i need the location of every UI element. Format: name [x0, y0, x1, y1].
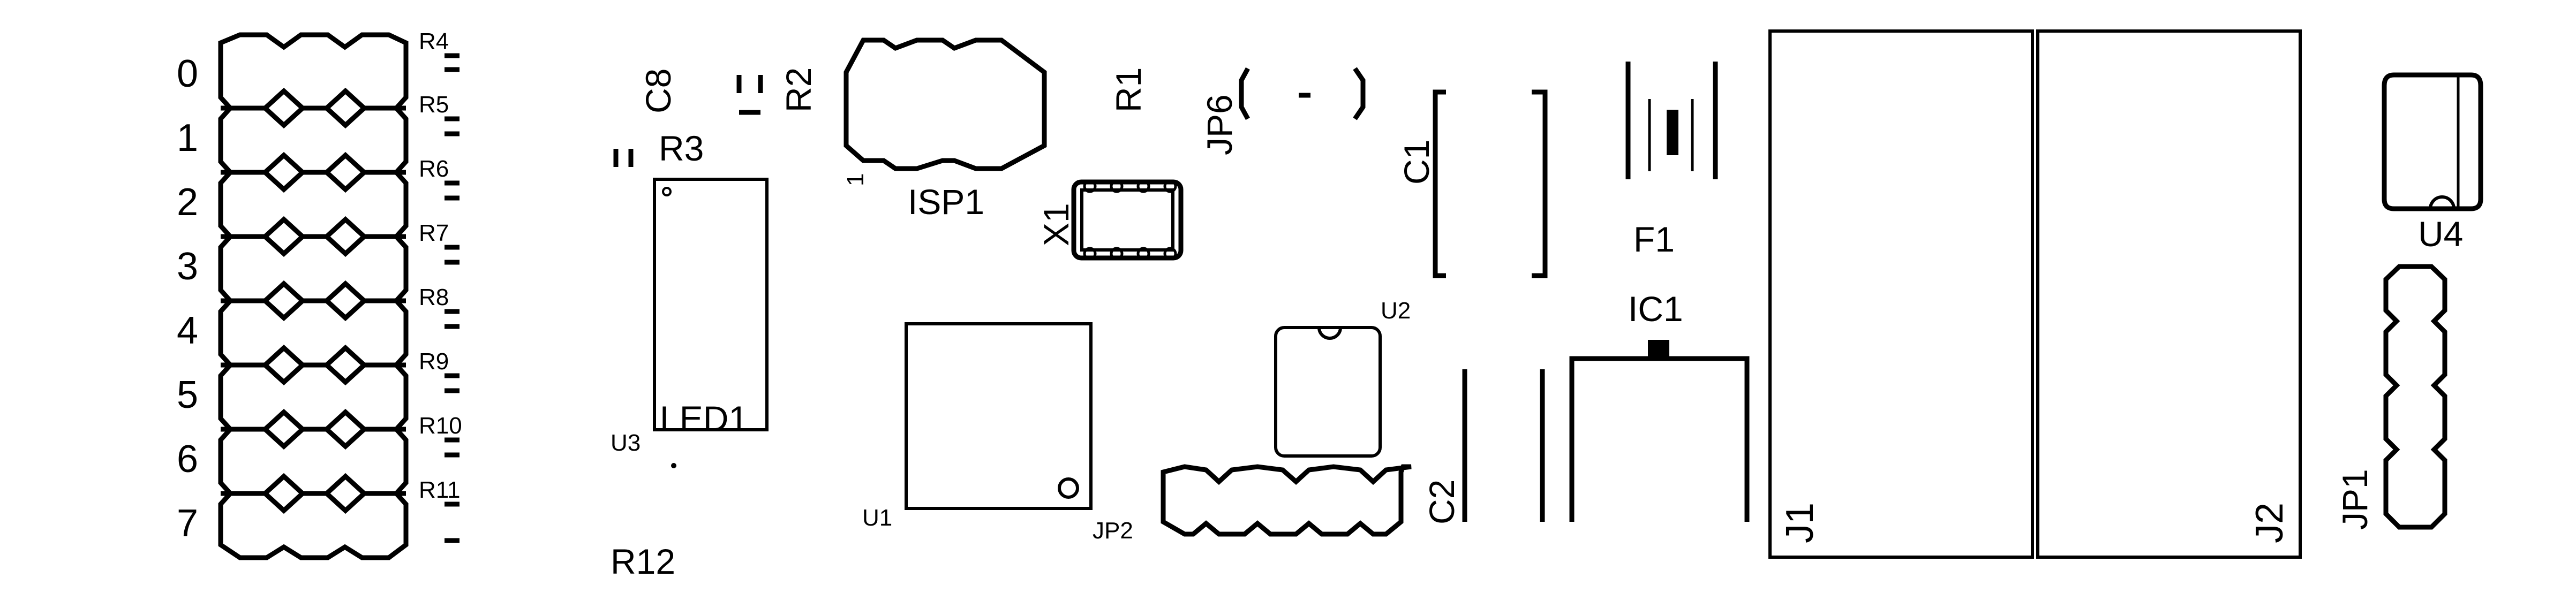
row-number: 6: [177, 438, 198, 481]
label-r9: R9: [419, 348, 449, 375]
label-isp1-pin1: 1: [842, 173, 869, 186]
row-number: 3: [177, 245, 198, 288]
crystal-x1: X1: [1036, 179, 1184, 261]
label-r5: R5: [419, 92, 449, 118]
label-r3: R3: [659, 128, 704, 168]
label-r6: R6: [419, 156, 449, 182]
chip-u2: U2: [1274, 298, 1411, 458]
row-number: 7: [177, 502, 198, 545]
connector-j1: J1: [1768, 29, 2034, 559]
label-c1: C1: [1397, 140, 1436, 185]
fuse-f1: F1: [1625, 62, 1718, 259]
label-u2: U2: [1381, 298, 1411, 324]
row-number: 2: [177, 181, 198, 224]
label-c2: C2: [1422, 480, 1462, 524]
row-number: 4: [177, 309, 198, 352]
label-jp2: JP2: [1093, 518, 1133, 544]
jumper-jp6: JP6: [1200, 67, 1366, 155]
label-r7: R7: [419, 220, 449, 246]
isp1-header: ISP1 1: [842, 37, 1047, 222]
label-ic1: IC1: [1628, 289, 1683, 329]
label-f1: F1: [1633, 219, 1675, 259]
label-c8: C8: [638, 69, 678, 113]
label-r4: R4: [419, 28, 449, 55]
led-row-numbers: 0 1 2 3 4 5 6 7: [177, 52, 198, 545]
led1-footprint: LED1 U3: [611, 178, 769, 468]
capacitor-c8: C8: [613, 69, 678, 167]
regulator-ic1: IC1: [1540, 289, 1750, 522]
resistor-r2: R2: [736, 67, 818, 115]
row-number: 1: [177, 117, 198, 159]
chip-u4: U4: [2382, 72, 2483, 254]
resistor-array: R4 R5 R6 R7 R8 R9 R10 R11: [419, 28, 462, 543]
capacitor-c1: C1: [1397, 89, 1548, 278]
label-isp1: ISP1: [908, 182, 984, 222]
row-number: 0: [177, 52, 198, 95]
bargraph-diamonds: [221, 87, 406, 514]
label-r12: R12: [611, 542, 675, 581]
label-u4: U4: [2418, 214, 2463, 254]
label-r11: R11: [419, 477, 460, 503]
label-u3: U3: [611, 430, 641, 456]
label-r10: R10: [419, 413, 462, 439]
label-jp6: JP6: [1200, 94, 1239, 155]
label-j1: J1: [1779, 503, 1821, 543]
chip-u1: U1: [862, 322, 1093, 531]
row-number: 5: [177, 374, 198, 416]
label-r8: R8: [419, 284, 449, 310]
label-r2: R2: [779, 67, 818, 112]
connector-j2: J2: [2036, 29, 2302, 559]
label-j2: J2: [2248, 503, 2291, 543]
label-x1: X1: [1036, 203, 1076, 246]
led-bargraph-outline: [218, 32, 409, 560]
label-u1: U1: [862, 505, 892, 531]
label-jp1: JP1: [2335, 469, 2375, 530]
capacitor-c2: C2: [1422, 369, 1467, 524]
label-r1: R1: [1109, 67, 1148, 112]
jumper-jp1: JP1: [2335, 264, 2447, 530]
jumper-jp2: JP2: [1093, 464, 1412, 544]
label-led1: LED1: [660, 399, 748, 438]
